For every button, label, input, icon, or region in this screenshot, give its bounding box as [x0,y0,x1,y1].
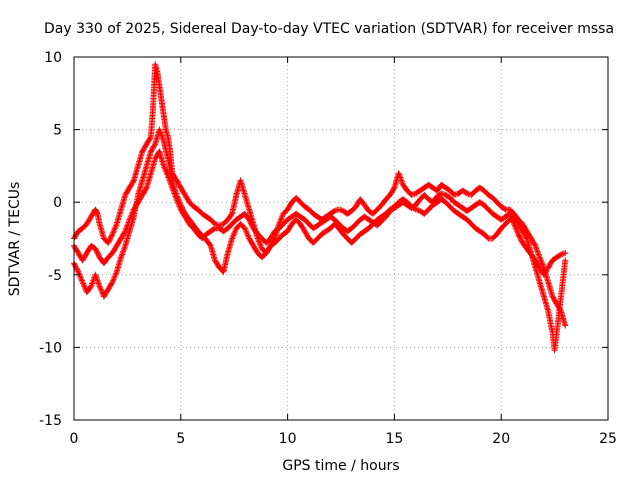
x-tick-label: 25 [599,431,617,447]
y-tick-label: 10 [44,50,62,66]
series-trace-upper [71,61,569,329]
tick-labels: 0 5 10 15 20 25 -15 -10 -5 0 5 10 [39,50,617,447]
x-tick-label: 10 [279,431,297,447]
chart-title: Day 330 of 2025, Sidereal Day-to-day VTE… [44,21,614,37]
axis-ticks [73,56,609,421]
y-tick-label: -10 [39,340,62,356]
x-tick-label: 0 [70,431,79,447]
y-tick-label: -5 [48,268,62,284]
series-trace-lower [71,126,569,354]
data-markers [71,126,569,354]
y-axis-label: SDTVAR / TECUs [7,182,23,297]
x-axis-label: GPS time / hours [282,458,399,474]
data-series [71,61,569,354]
y-tick-label: 0 [53,195,62,211]
plot-frame [73,56,609,421]
y-tick-label: -15 [39,413,62,429]
x-tick-label: 20 [492,431,510,447]
y-tick-label: 5 [53,123,62,139]
x-tick-label: 15 [385,431,403,447]
data-markers [71,61,569,329]
grid [74,57,608,420]
x-tick-label: 5 [176,431,185,447]
